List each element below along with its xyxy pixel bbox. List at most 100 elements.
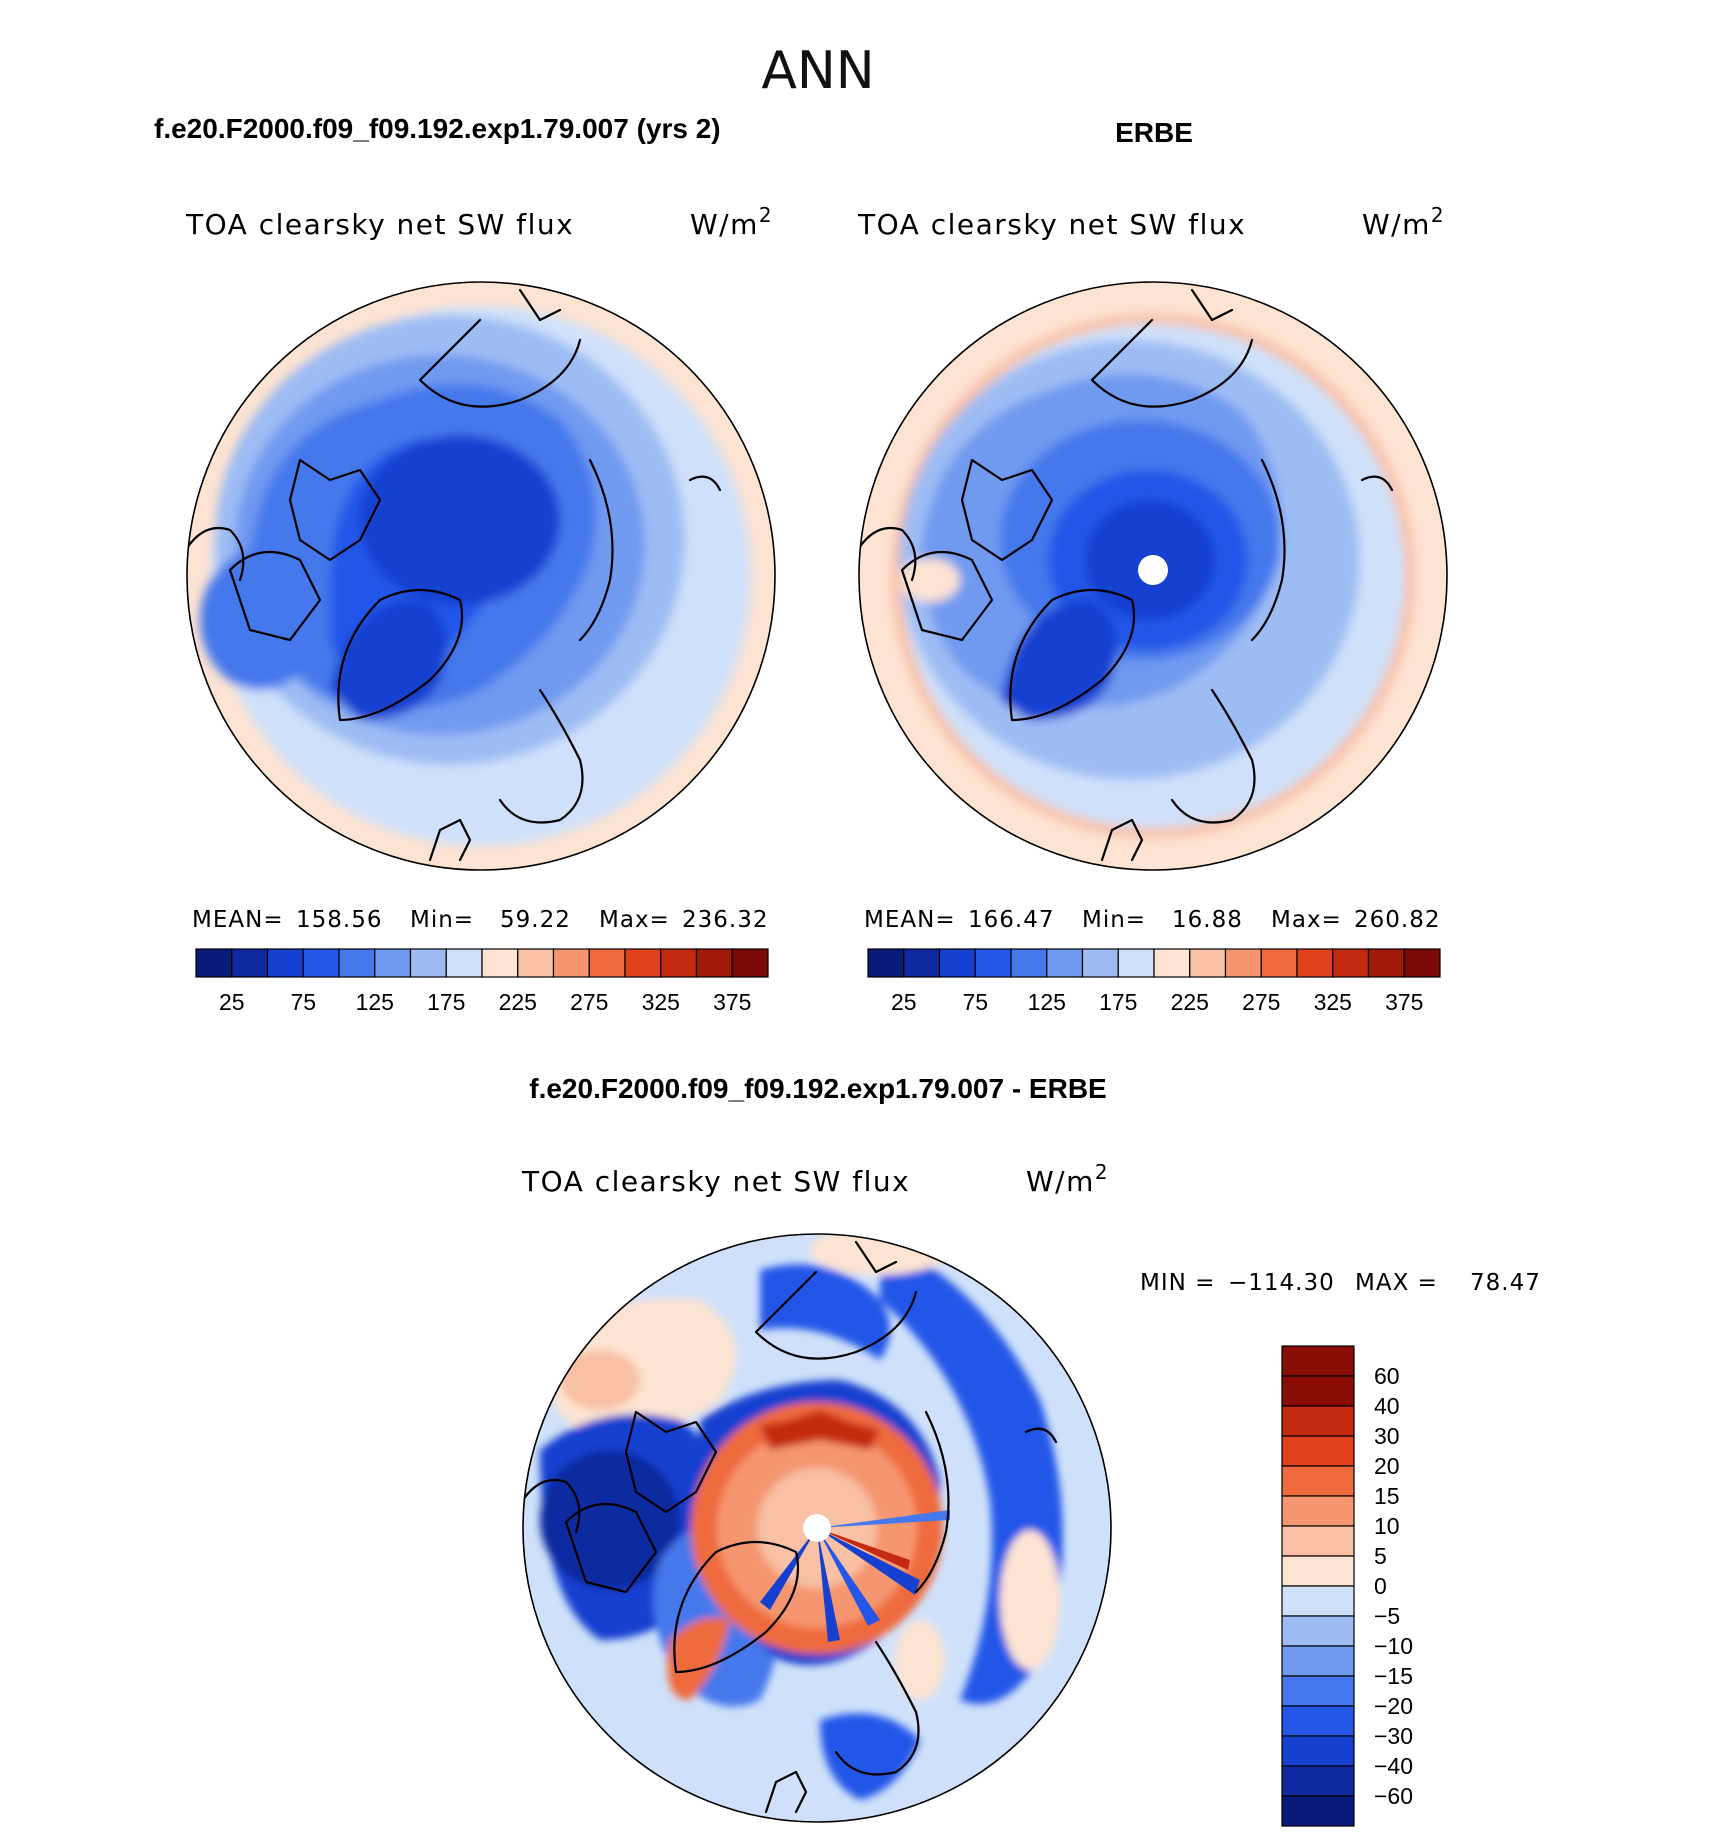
diff-colorbar-tick-label: −5 bbox=[1374, 1603, 1400, 1629]
diff-rays bbox=[760, 1510, 950, 1642]
obs-units: W/m2 bbox=[1362, 203, 1445, 241]
diff-minmax: MIN = −114.30 MAX = 78.47 bbox=[1140, 1270, 1541, 1296]
obs-panel: ERBE TOA clearsky net SW flux W/m2 bbox=[857, 117, 1448, 1015]
obs-colorbar-box bbox=[1010, 948, 1048, 978]
diff-colorbar-box bbox=[1281, 1675, 1355, 1707]
diff-pole-hole bbox=[803, 1514, 831, 1542]
model-mean-value: 158.56 bbox=[296, 907, 382, 933]
model-colorbar-box bbox=[302, 948, 340, 978]
diff-colorbar-box bbox=[1281, 1405, 1355, 1437]
obs-colorbar-box bbox=[1367, 948, 1405, 978]
model-min-label: Min= bbox=[410, 907, 474, 933]
obs-colorbar-tick-label: 375 bbox=[1385, 989, 1423, 1015]
model-coastlines bbox=[187, 288, 722, 862]
obs-case-title: ERBE bbox=[1115, 117, 1193, 148]
obs-colorbar-box bbox=[1296, 948, 1334, 978]
model-max-label: Max= bbox=[599, 907, 670, 933]
model-colorbar-box bbox=[588, 948, 626, 978]
diff-colorbar-box bbox=[1281, 1765, 1355, 1797]
model-colorbar-box bbox=[409, 948, 447, 978]
obs-colorbar-tick-label: 25 bbox=[891, 989, 917, 1015]
diff-colorbar-tick-label: −20 bbox=[1374, 1693, 1413, 1719]
model-stats: MEAN= 158.56 Min= 59.22 Max= 236.32 bbox=[192, 907, 768, 933]
diff-colorbar-tick-label: 40 bbox=[1374, 1393, 1400, 1419]
obs-map bbox=[858, 281, 1448, 871]
diff-colorbar-tick-label: −40 bbox=[1374, 1753, 1413, 1779]
diff-colorbar: 60 40 30 20 15 10 5 0 −5 −10 −15 −20 −30 −40 −60 bbox=[1281, 1345, 1413, 1827]
diff-colorbar-box bbox=[1281, 1495, 1355, 1527]
model-map-field bbox=[200, 306, 751, 846]
diff-map-border bbox=[522, 1233, 1112, 1823]
obs-mean-value: 166.47 bbox=[968, 907, 1054, 933]
model-colorbar-box bbox=[731, 948, 769, 978]
diff-colorbar-tick-label: −15 bbox=[1374, 1663, 1413, 1689]
obs-max-label: Max= bbox=[1271, 907, 1342, 933]
obs-colorbar-box bbox=[1224, 948, 1262, 978]
diff-colorbar-box bbox=[1281, 1345, 1355, 1377]
diff-colorbar-tick-label: 30 bbox=[1374, 1423, 1400, 1449]
obs-pole-hole bbox=[1138, 555, 1168, 585]
model-map bbox=[186, 281, 776, 871]
diff-colorbar-box bbox=[1281, 1525, 1355, 1557]
obs-mean-label: MEAN= bbox=[864, 907, 956, 933]
obs-colorbar-tick-label: 175 bbox=[1099, 989, 1137, 1015]
model-colorbar-tick-label: 325 bbox=[642, 989, 680, 1015]
model-colorbar-box bbox=[552, 948, 590, 978]
model-colorbar-box bbox=[624, 948, 662, 978]
obs-coastlines bbox=[859, 288, 1394, 862]
diff-colorbar-box bbox=[1281, 1585, 1355, 1617]
obs-colorbar-box bbox=[1403, 948, 1441, 978]
diff-max-value: 78.47 bbox=[1470, 1270, 1541, 1296]
obs-colorbar-tick-label: 125 bbox=[1028, 989, 1066, 1015]
obs-colorbar-box bbox=[1046, 948, 1084, 978]
diff-colorbar-tick-label: −10 bbox=[1374, 1633, 1413, 1659]
model-colorbar-box bbox=[231, 948, 269, 978]
obs-colorbar-tick-label: 75 bbox=[962, 989, 988, 1015]
model-colorbar-box bbox=[195, 948, 233, 978]
obs-colorbar-box bbox=[1332, 948, 1370, 978]
diff-colorbar-box bbox=[1281, 1555, 1355, 1587]
model-variable-title: TOA clearsky net SW flux bbox=[185, 208, 574, 241]
model-colorbar-tick-label: 375 bbox=[713, 989, 751, 1015]
diff-colorbar-tick-label: 10 bbox=[1374, 1513, 1400, 1539]
model-max-value: 236.32 bbox=[682, 907, 768, 933]
diff-colorbar-tick-label: 20 bbox=[1374, 1453, 1400, 1479]
model-mean-label: MEAN= bbox=[192, 907, 284, 933]
model-colorbar-tick-label: 225 bbox=[499, 989, 537, 1015]
obs-colorbar: 25 75 125 175 225 275 325 375 bbox=[867, 948, 1441, 1015]
obs-colorbar-box bbox=[1260, 948, 1298, 978]
diff-colorbar-tick-label: 15 bbox=[1374, 1483, 1400, 1509]
model-colorbar-box bbox=[695, 948, 733, 978]
model-colorbar-box bbox=[445, 948, 483, 978]
obs-colorbar-tick-label: 275 bbox=[1242, 989, 1280, 1015]
model-colorbar-tick-label: 275 bbox=[570, 989, 608, 1015]
model-colorbar-box bbox=[517, 948, 555, 978]
diff-colorbar-box bbox=[1281, 1705, 1355, 1737]
diff-colorbar-tick-label: 5 bbox=[1374, 1543, 1387, 1569]
obs-colorbar-box bbox=[938, 948, 976, 978]
model-colorbar-tick-label: 175 bbox=[427, 989, 465, 1015]
diff-max-label: MAX = bbox=[1355, 1270, 1438, 1296]
obs-colorbar-tick-label: 325 bbox=[1314, 989, 1352, 1015]
diff-panel: f.e20.F2000.f09_f09.192.exp1.79.007 - ER… bbox=[521, 1073, 1541, 1827]
obs-colorbar-box bbox=[974, 948, 1012, 978]
obs-colorbar-box bbox=[1081, 948, 1119, 978]
obs-colorbar-box bbox=[1189, 948, 1227, 978]
diff-units: W/m2 bbox=[1026, 1160, 1109, 1198]
obs-variable-title: TOA clearsky net SW flux bbox=[857, 208, 1246, 241]
obs-colorbar-box bbox=[903, 948, 941, 978]
obs-max-value: 260.82 bbox=[1354, 907, 1440, 933]
diff-colorbar-box bbox=[1281, 1435, 1355, 1467]
diff-min-label: MIN = bbox=[1140, 1270, 1215, 1296]
obs-colorbar-tick-label: 225 bbox=[1171, 989, 1209, 1015]
diff-colorbar-box bbox=[1281, 1795, 1355, 1827]
obs-stats: MEAN= 166.47 Min= 16.88 Max= 260.82 bbox=[864, 907, 1440, 933]
model-colorbar-box bbox=[660, 948, 698, 978]
diff-colorbar-tick-label: 0 bbox=[1374, 1573, 1387, 1599]
diff-colorbar-tick-label: −60 bbox=[1374, 1783, 1413, 1809]
diff-colorbar-box bbox=[1281, 1735, 1355, 1767]
model-colorbar-tick-label: 125 bbox=[356, 989, 394, 1015]
obs-min-value: 16.88 bbox=[1172, 907, 1243, 933]
diff-colorbar-box bbox=[1281, 1465, 1355, 1497]
model-colorbar-box bbox=[481, 948, 519, 978]
